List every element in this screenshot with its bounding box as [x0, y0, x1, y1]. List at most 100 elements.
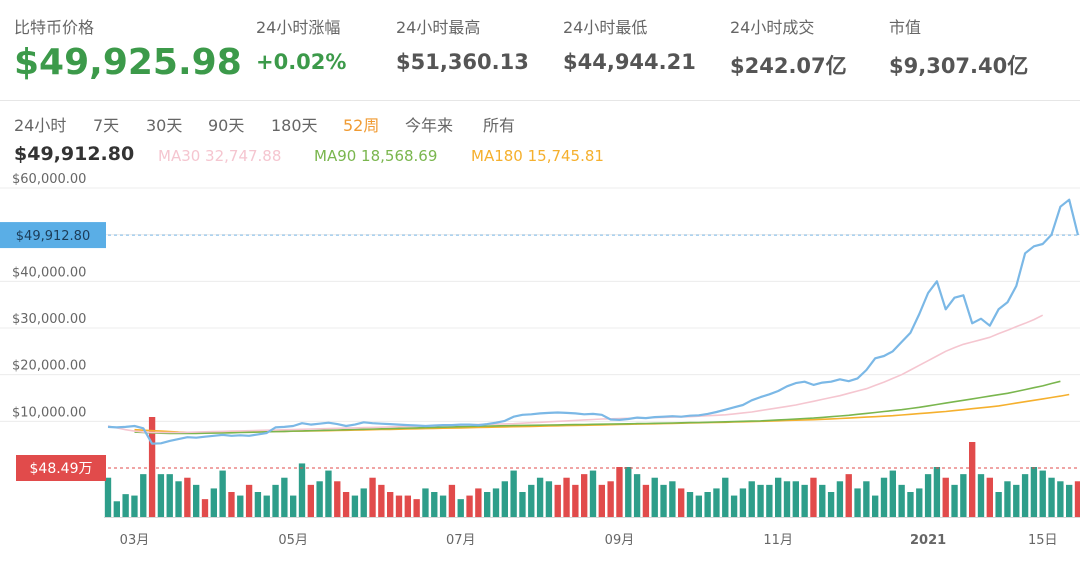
volume-bar: [854, 488, 861, 517]
volume-bar: [228, 492, 235, 517]
volume-badge: [16, 455, 106, 481]
volume-bar: [272, 484, 279, 517]
tab-24h[interactable]: 24小时: [14, 116, 67, 135]
volume-bar: [572, 484, 579, 517]
x-tick-label: 15日: [1028, 533, 1058, 548]
tab-30d[interactable]: 30天: [146, 116, 183, 135]
volume-bar: [872, 495, 879, 517]
volume-bar: [413, 499, 420, 517]
volume-bar: [766, 484, 773, 517]
volume-bar: [210, 488, 217, 517]
volume-bar: [193, 484, 200, 517]
volume-bar: [783, 481, 791, 517]
grid-lines: [0, 187, 1080, 422]
volume-bar: [316, 481, 323, 517]
low-label: 24小时最低: [563, 18, 648, 37]
volume-bar: [810, 477, 817, 517]
volume-bars: [104, 417, 1080, 518]
volume-bar: [1013, 484, 1020, 517]
x-tick-label: 05月: [278, 533, 308, 548]
volume-bar: [669, 481, 676, 517]
y-tick-label: $60,000.00: [12, 172, 86, 187]
volume-bar: [642, 484, 650, 517]
ma30-line: [107, 314, 1044, 434]
volume-bar: [1048, 477, 1055, 517]
legend-ma30: MA30 32,747.88: [158, 147, 282, 165]
volume-bar: [281, 477, 288, 517]
volume-bar: [880, 477, 888, 517]
tab-52w[interactable]: 52周: [343, 116, 380, 135]
volume-bar: [554, 484, 561, 517]
volume-bar: [686, 492, 694, 517]
volume-bar: [334, 481, 341, 517]
y-tick-label: $30,000.00: [12, 312, 86, 327]
volume-bar: [448, 484, 456, 517]
volume-bar: [775, 477, 782, 517]
volume-bar: [378, 484, 385, 517]
chart-legend: $49,912.80 MA30 32,747.88 MA90 18,568.69…: [14, 143, 1074, 169]
y-axis-labels: $10,000.00 $20,000.00 $30,000.00 $40,000.00…: [12, 172, 86, 420]
volume-bar: [148, 417, 156, 517]
volume-bar: [369, 477, 376, 517]
tab-90d[interactable]: 90天: [208, 116, 245, 135]
volume-bar: [1057, 481, 1064, 517]
value-markers: $49,912.80 $48.49万: [0, 222, 1080, 481]
volume-bar: [475, 488, 482, 517]
legend-ma90: MA90 18,568.69: [314, 147, 438, 165]
volume-bar: [1021, 474, 1029, 517]
volume-bar: [351, 495, 359, 517]
volume-bar: [395, 495, 403, 517]
volume-bar: [325, 470, 332, 517]
volume-bar: [907, 492, 914, 517]
volume-bar: [845, 474, 852, 517]
volume-bar: [422, 488, 429, 517]
high-value: $51,360.13: [396, 50, 529, 74]
volume-bar: [519, 492, 526, 517]
change-label: 24小时涨幅: [256, 18, 341, 37]
volume-bar: [1030, 467, 1038, 517]
volume-bar: [951, 484, 958, 517]
tab-7d[interactable]: 7天: [93, 116, 120, 135]
volume-bar: [457, 499, 464, 517]
volume-bar: [184, 477, 191, 517]
tab-180d[interactable]: 180天: [271, 116, 318, 135]
price-chart: $10,000.00 $20,000.00 $30,000.00 $40,000.00…: [0, 172, 1080, 548]
change-value: +0.02%: [256, 50, 347, 74]
mcap-stat: 市值 $9,307.40亿: [889, 14, 1028, 80]
low-value: $44,944.21: [563, 50, 696, 74]
volume-bar: [1066, 484, 1073, 517]
volume-bar: [616, 467, 623, 517]
tab-ytd[interactable]: 今年来: [405, 116, 454, 135]
volume-bar: [466, 495, 473, 517]
volume-bar: [969, 442, 976, 517]
x-tick-label: 03月: [120, 533, 150, 548]
x-tick-label: 2021: [910, 533, 946, 548]
volume-bar: [484, 492, 491, 517]
volume-bar: [431, 492, 438, 517]
tab-all[interactable]: 所有: [483, 116, 516, 135]
volume-bar: [722, 477, 729, 517]
volume-bar: [995, 492, 1002, 517]
volume-bar: [625, 467, 632, 517]
volume-bar: [166, 474, 173, 517]
volume-bar: [960, 474, 967, 517]
volume-bar: [536, 477, 544, 517]
volume-bar: [404, 495, 411, 517]
volume-bar: [501, 481, 508, 517]
volume-bar: [889, 470, 896, 517]
change-stat: 24小时涨幅 +0.02%: [256, 14, 346, 74]
volume-bar: [131, 495, 138, 517]
volume-badge-label: $48.49万: [30, 461, 93, 477]
volume-bar: [801, 484, 808, 517]
current-price-badge: [0, 222, 106, 249]
volume-bar: [598, 484, 605, 517]
volume-bar: [122, 494, 129, 517]
high-label: 24小时最高: [396, 18, 481, 37]
volume-bar: [827, 492, 835, 517]
volume-bar: [439, 495, 447, 517]
volume-bar: [1074, 481, 1080, 517]
volume-bar: [290, 495, 297, 517]
price-line: [107, 198, 1080, 445]
volume-bar: [581, 474, 588, 517]
volume-bar: [757, 484, 764, 517]
